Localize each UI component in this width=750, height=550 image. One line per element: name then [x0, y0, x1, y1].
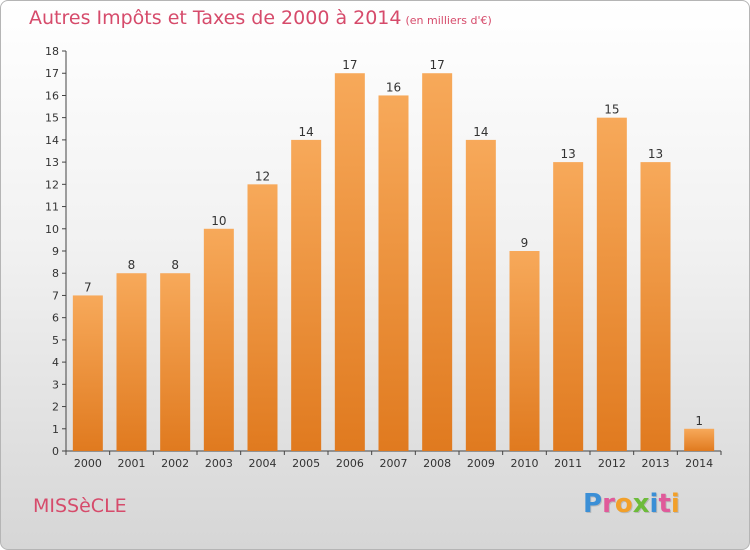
commune-name: MISSèCLE [33, 495, 127, 517]
y-tick-label: 10 [45, 223, 59, 236]
bar-2001 [116, 273, 147, 451]
y-tick-label: 7 [52, 289, 59, 302]
y-tick-label: 8 [52, 267, 59, 280]
bars [72, 73, 715, 452]
bar-2007 [378, 95, 409, 451]
bar-2003 [203, 228, 234, 451]
x-tick-label-2003: 2003 [205, 457, 233, 470]
value-label-2008: 17 [430, 58, 445, 72]
proxiti-logo: Proxiti [583, 489, 680, 519]
value-label-2003: 10 [211, 214, 226, 228]
bar-2004 [247, 184, 278, 452]
x-tick-label-2007: 2007 [380, 457, 408, 470]
chart-unit: (en milliers d'€) [405, 14, 492, 27]
logo-letter: t [658, 489, 671, 519]
y-tick-label: 4 [52, 356, 59, 369]
x-tick-label-2005: 2005 [292, 457, 320, 470]
y-tick-label: 18 [45, 45, 59, 58]
logo-letter: P [583, 489, 603, 519]
value-label-2009: 14 [473, 125, 488, 139]
logo-letter: x [632, 489, 650, 519]
value-label-2014: 1 [695, 414, 703, 428]
bar-2000 [72, 295, 103, 451]
y-tick-label: 6 [52, 312, 59, 325]
data-labels: 7 2000 8 2001 8 2002 10 2003 12 2004 14 2005 17 2006 1… [74, 58, 713, 470]
x-tick-label-2006: 2006 [336, 457, 364, 470]
x-tick-label-2012: 2012 [598, 457, 626, 470]
x-tick-label-2001: 2001 [118, 457, 146, 470]
value-label-2011: 13 [561, 147, 576, 161]
bar-2008 [422, 73, 453, 451]
value-label-2012: 15 [604, 103, 619, 117]
y-tick-label: 12 [45, 178, 59, 191]
value-label-2007: 16 [386, 80, 401, 94]
x-tick-label-2014: 2014 [685, 457, 713, 470]
bar-2006 [334, 73, 365, 451]
x-tick-label-2010: 2010 [511, 457, 539, 470]
y-tick-label: 1 [52, 423, 59, 436]
y-tick-label: 11 [45, 201, 59, 214]
value-label-2004: 12 [255, 169, 270, 183]
x-tick-label-2009: 2009 [467, 457, 495, 470]
y-tick-label: 17 [45, 67, 59, 80]
bar-2014 [684, 428, 715, 451]
y-tick-label: 9 [52, 245, 59, 258]
bar-2005 [291, 139, 322, 451]
x-tick-label-2011: 2011 [554, 457, 582, 470]
value-label-2001: 8 [128, 258, 136, 272]
y-tick-label: 5 [52, 334, 59, 347]
y-tick-label: 16 [45, 89, 59, 102]
logo-letter: r [602, 489, 615, 519]
value-label-2006: 17 [342, 58, 357, 72]
y-tick-label: 15 [45, 112, 59, 125]
y-tick-label: 13 [45, 156, 59, 169]
value-label-2005: 14 [299, 125, 314, 139]
y-tick-label: 0 [52, 445, 59, 458]
value-label-2002: 8 [171, 258, 179, 272]
x-tick-label-2004: 2004 [249, 457, 277, 470]
value-label-2010: 9 [521, 236, 529, 250]
bar-2009 [465, 139, 496, 451]
chart-title: Autres Impôts et Taxes de 2000 à 2014 (en… [29, 7, 492, 29]
logo-letter: o [614, 489, 633, 519]
bar-2011 [553, 162, 584, 451]
value-label-2013: 13 [648, 147, 663, 161]
value-label-2000: 7 [84, 280, 92, 294]
x-tick-label-2008: 2008 [423, 457, 451, 470]
bar-2002 [160, 273, 191, 451]
x-tick-label-2002: 2002 [161, 457, 189, 470]
x-tick-label-2000: 2000 [74, 457, 102, 470]
bar-2010 [509, 251, 540, 451]
x-tick-label-2013: 2013 [642, 457, 670, 470]
y-tick-label: 3 [52, 378, 59, 391]
y-tick-label: 2 [52, 401, 59, 414]
bar-2012 [596, 117, 627, 452]
y-tick-label: 14 [45, 134, 59, 147]
chart-title-text: Autres Impôts et Taxes de 2000 à 2014 [29, 7, 402, 29]
logo-letter: i [649, 489, 659, 519]
bar-2013 [640, 162, 671, 451]
logo-letter: i [670, 489, 680, 519]
